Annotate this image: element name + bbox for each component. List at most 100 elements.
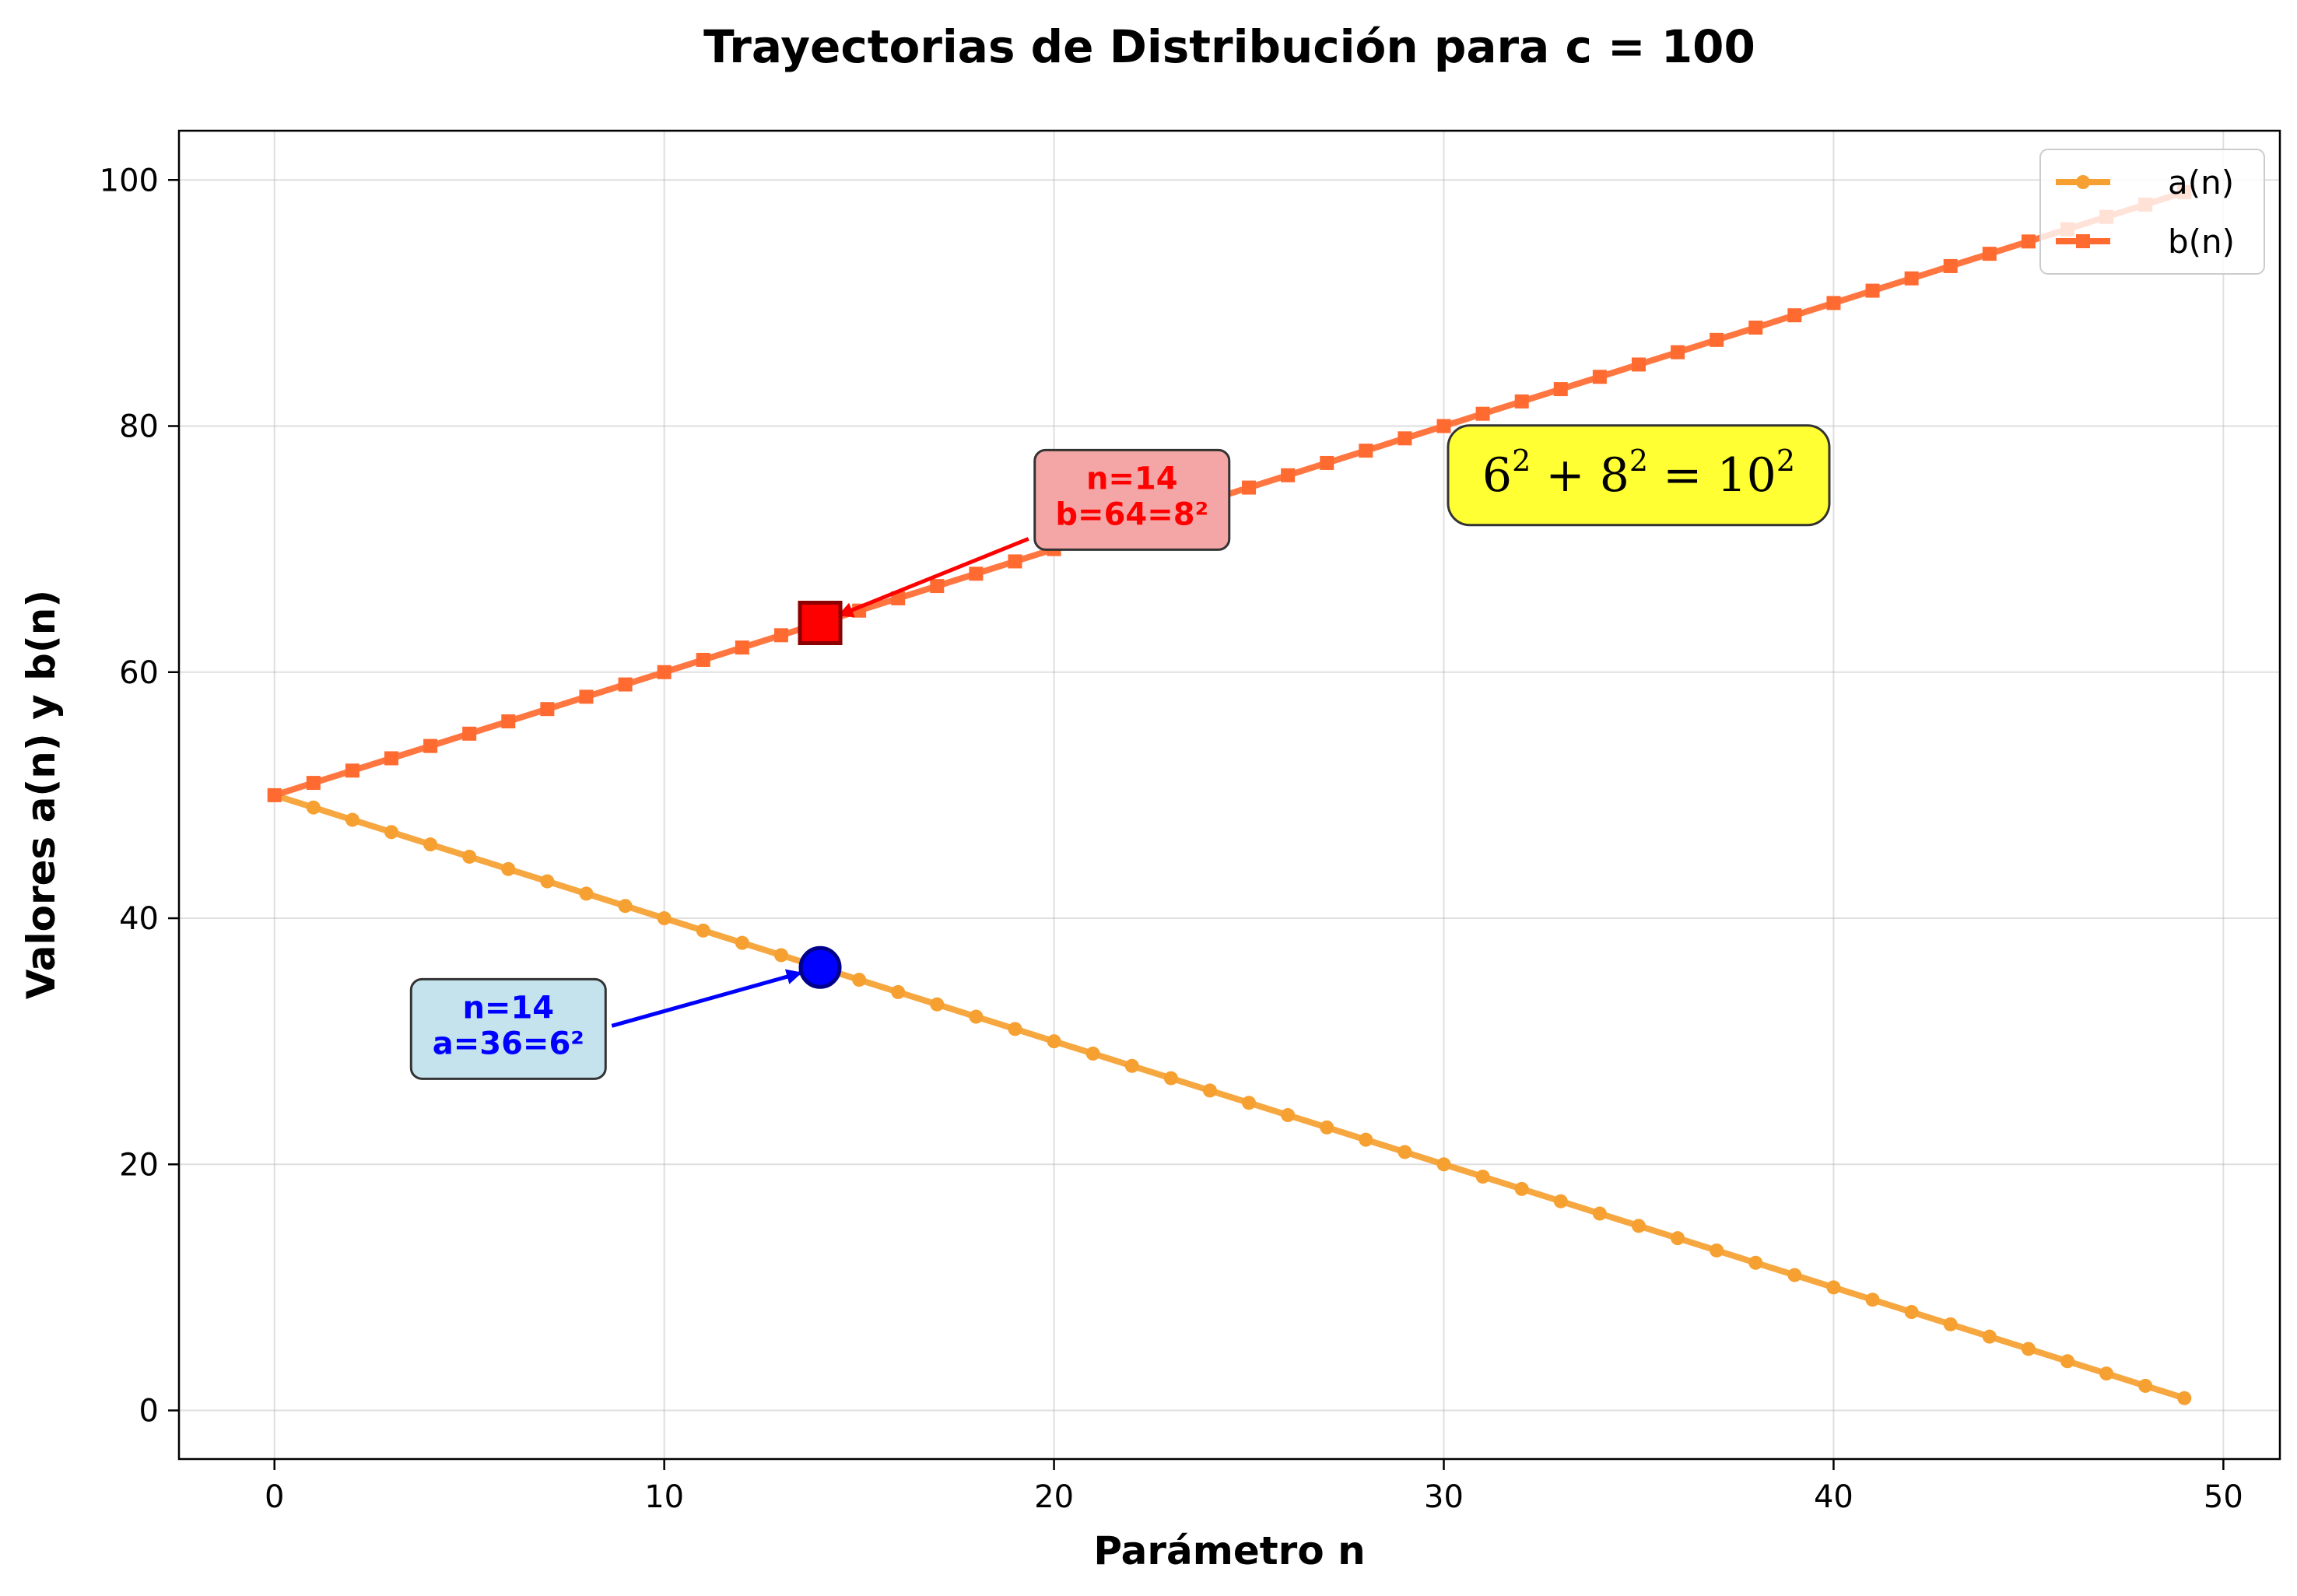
data-point-a — [501, 861, 516, 876]
data-point-a — [930, 997, 945, 1012]
data-point-a — [1748, 1255, 1763, 1270]
data-point-a — [540, 874, 555, 889]
data-point-b — [306, 776, 321, 791]
legend-label: a(n) — [2168, 163, 2234, 202]
data-point-b — [1671, 345, 1685, 360]
data-point-b — [1320, 455, 1334, 470]
highlight-marker-circle — [798, 945, 842, 989]
chart-title: Trayectorias de Distribución para c = 10… — [703, 20, 1755, 73]
equation-term: 8 — [1600, 448, 1629, 503]
data-point-b — [1397, 431, 1412, 446]
legend-swatch-marker — [2076, 175, 2090, 189]
data-point-b — [1943, 258, 1958, 273]
data-point-b — [657, 665, 672, 679]
data-point-a — [1085, 1046, 1100, 1061]
x-tick-label: 10 — [644, 1479, 684, 1515]
equation-term: 10 — [1717, 448, 1776, 503]
data-point-a — [618, 899, 633, 914]
plot-frame — [177, 129, 2281, 1461]
data-point-b — [1826, 296, 1841, 310]
legend-label: b(n) — [2168, 223, 2235, 261]
y-axis-label: Valores a(n) y b(n) — [19, 590, 64, 999]
data-point-b — [618, 677, 633, 692]
y-tick-label: 100 — [100, 163, 159, 198]
data-point-b — [267, 787, 282, 802]
data-point-b — [1436, 419, 1451, 433]
data-point-a — [306, 800, 321, 815]
data-point-a — [1943, 1317, 1958, 1331]
series-a-line — [267, 787, 2192, 1405]
data-point-a — [1514, 1181, 1529, 1196]
y-tick-label: 20 — [119, 1147, 159, 1183]
data-point-b — [1982, 247, 1997, 261]
data-point-a — [1631, 1219, 1646, 1233]
equation-box — [1447, 424, 1831, 527]
data-point-b — [1710, 332, 1724, 347]
data-point-a — [1475, 1170, 1490, 1184]
equation-text: 62 + 82 = 102 — [1482, 444, 1795, 503]
data-point-a — [657, 911, 672, 926]
data-point-b — [1281, 468, 1296, 482]
equation-exponent: 2 — [1776, 444, 1795, 478]
data-point-a — [1826, 1280, 1841, 1295]
data-point-a — [1359, 1132, 1373, 1147]
data-point-b — [1748, 321, 1763, 335]
annotation-text: b=64=8² — [1055, 496, 1208, 532]
annotation-box — [1033, 448, 1231, 551]
x-tick-label: 20 — [1034, 1479, 1074, 1515]
data-point-b — [384, 751, 399, 766]
y-tick-label: 40 — [119, 901, 159, 937]
data-point-b — [1553, 382, 1568, 397]
grid-lines — [179, 131, 2280, 1459]
data-point-a — [2177, 1391, 2192, 1405]
equation-term: + — [1531, 448, 1599, 503]
data-point-a — [1163, 1071, 1178, 1086]
data-point-b — [501, 714, 516, 729]
data-point-a — [1865, 1293, 1880, 1307]
data-point-a — [1124, 1058, 1139, 1073]
x-tick-label: 0 — [265, 1479, 284, 1515]
x-axis-label: Parámetro n — [1093, 1528, 1365, 1573]
series-line-a — [271, 791, 2188, 1401]
data-point-a — [1904, 1305, 1919, 1320]
annotation-arrow-line — [611, 970, 803, 1028]
data-point-a — [2060, 1354, 2074, 1369]
annotation-box — [409, 977, 607, 1080]
data-point-a — [384, 825, 399, 840]
equation-term: 6 — [1482, 448, 1512, 503]
data-point-a — [345, 812, 359, 827]
annotation-arrow-head — [784, 969, 802, 984]
data-point-b — [696, 652, 710, 667]
data-point-a — [1787, 1268, 1802, 1282]
data-point-b — [1475, 406, 1490, 421]
data-point-a — [1710, 1243, 1724, 1258]
data-point-a — [1982, 1329, 1997, 1344]
data-point-b — [773, 628, 788, 643]
y-tick-label: 60 — [119, 655, 159, 691]
data-point-b — [540, 702, 555, 717]
data-point-a — [1242, 1096, 1257, 1110]
data-point-a — [1592, 1206, 1607, 1221]
data-point-b — [1904, 271, 1919, 286]
data-point-a — [969, 1009, 984, 1024]
data-point-b — [1631, 357, 1646, 372]
data-point-a — [2021, 1342, 2036, 1356]
data-point-b — [462, 726, 477, 741]
data-point-a — [891, 984, 906, 999]
data-point-a — [773, 948, 788, 963]
data-point-b — [423, 738, 438, 753]
data-point-a — [735, 935, 749, 950]
data-point-a — [1202, 1083, 1217, 1098]
data-point-b — [1242, 480, 1257, 495]
data-point-b — [579, 689, 594, 704]
x-tick-label: 50 — [2204, 1479, 2243, 1515]
data-point-a — [1671, 1231, 1685, 1246]
annotation-text: n=14 — [462, 990, 554, 1026]
x-tick-label: 30 — [1424, 1479, 1464, 1515]
highlight-marker-square — [798, 601, 843, 646]
y-tick-label: 0 — [139, 1394, 159, 1429]
data-point-b — [1359, 444, 1373, 458]
equation-exponent: 2 — [1512, 444, 1531, 478]
